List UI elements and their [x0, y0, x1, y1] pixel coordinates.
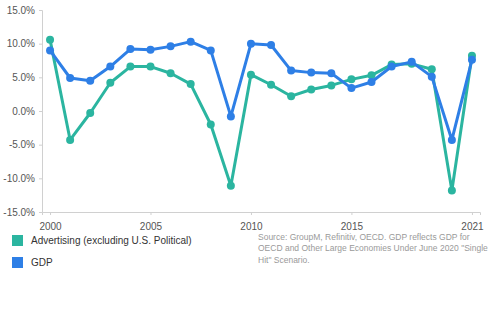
series-marker — [448, 186, 456, 194]
series-marker — [287, 92, 295, 100]
series-marker — [66, 74, 74, 82]
y-tick: 0.0% — [12, 106, 42, 117]
series-marker — [448, 136, 456, 144]
legend-label: Advertising (excluding U.S. Political) — [31, 235, 192, 246]
series-marker — [388, 63, 396, 71]
y-tick: 10.0% — [7, 38, 42, 49]
y-tick-label: 10.0% — [7, 38, 35, 49]
x-tick: 2010 — [240, 212, 263, 232]
series-marker — [247, 40, 255, 48]
y-tick: -5.0% — [9, 139, 42, 150]
y-tick: -10.0% — [3, 173, 42, 184]
y-axis-line — [39, 11, 43, 213]
legend-swatch — [12, 257, 23, 268]
series-marker — [267, 41, 275, 49]
series-marker — [46, 36, 54, 44]
series-marker — [106, 79, 114, 87]
series-marker — [368, 78, 376, 86]
series-line — [50, 40, 472, 191]
series-marker — [66, 136, 74, 144]
series — [46, 38, 476, 144]
series-marker — [106, 63, 114, 71]
series-marker — [408, 58, 416, 66]
y-tick-mark — [39, 212, 42, 213]
legend: Advertising (excluding U.S. Political) GD… — [12, 235, 192, 269]
series-marker — [247, 71, 255, 79]
x-tick-label: 2010 — [240, 221, 263, 232]
series-marker — [126, 63, 134, 71]
y-tick: -15.0% — [3, 207, 42, 218]
y-tick-mark — [39, 77, 42, 78]
series-marker — [227, 182, 235, 190]
y-axis: -15.0% -10.0% -5.0% 0.0% 5.0% 10.0% 15.0% — [3, 5, 42, 218]
y-tick-label: -5.0% — [9, 139, 35, 150]
y-tick-mark — [39, 44, 42, 45]
series-marker — [428, 73, 436, 81]
series-line — [50, 42, 472, 140]
series-marker — [428, 65, 436, 73]
x-tick: 2021 — [461, 212, 484, 232]
x-tick-label: 2015 — [341, 221, 364, 232]
series-layer — [46, 36, 476, 195]
x-axis-line — [43, 213, 481, 216]
x-tick: 2015 — [341, 212, 364, 232]
series-marker — [167, 69, 175, 77]
series-marker — [207, 120, 215, 128]
legend-swatch — [12, 235, 23, 246]
series-marker — [307, 85, 315, 93]
series-marker — [327, 69, 335, 77]
source-note: Source: GroupM, Refinitiv, OECD. GDP ref… — [258, 232, 488, 265]
x-tick: 2005 — [140, 212, 163, 232]
x-axis: 2000 2005 2010 2015 2021 — [39, 212, 484, 232]
x-tick-mark — [50, 212, 51, 215]
x-tick-mark — [351, 212, 352, 215]
series-marker — [468, 56, 476, 64]
legend-label: GDP — [31, 257, 53, 268]
y-tick: 15.0% — [7, 5, 42, 16]
series-marker — [187, 80, 195, 88]
series-marker — [207, 46, 215, 54]
x-tick-mark — [251, 212, 252, 215]
series-marker — [187, 38, 195, 46]
series-marker — [227, 112, 235, 120]
series-marker — [146, 46, 154, 54]
y-tick-label: 15.0% — [7, 5, 35, 16]
series-marker — [86, 77, 94, 85]
series-marker — [86, 109, 94, 117]
series-marker — [126, 45, 134, 53]
y-tick-label: -10.0% — [3, 173, 35, 184]
y-tick-label: 5.0% — [12, 72, 35, 83]
series-marker — [347, 84, 355, 92]
x-tick-label: 2000 — [39, 221, 62, 232]
y-tick-mark — [39, 178, 42, 179]
chart: -15.0%-10.0%-5.0%0.0%5.0%10.0%15.0%20002… — [0, 0, 500, 319]
x-tick-label: 2021 — [461, 221, 484, 232]
series-marker — [46, 46, 54, 54]
series — [46, 36, 476, 195]
y-tick-mark — [39, 10, 42, 11]
x-tick: 2000 — [39, 212, 62, 232]
series-marker — [267, 81, 275, 89]
y-tick-mark — [39, 145, 42, 146]
series-marker — [327, 81, 335, 89]
series-marker — [347, 75, 355, 83]
y-tick: 5.0% — [12, 72, 42, 83]
series-marker — [167, 42, 175, 50]
series-marker — [146, 63, 154, 71]
x-tick-mark — [472, 212, 473, 215]
y-tick-label: 0.0% — [12, 106, 35, 117]
y-tick-mark — [39, 111, 42, 112]
y-tick-label: -15.0% — [3, 207, 35, 218]
x-tick-mark — [150, 212, 151, 215]
x-tick-label: 2005 — [140, 221, 163, 232]
plot: -15.0%-10.0%-5.0%0.0%5.0%10.0%15.0%20002… — [3, 5, 484, 232]
series-marker — [287, 67, 295, 75]
series-marker — [307, 69, 315, 77]
